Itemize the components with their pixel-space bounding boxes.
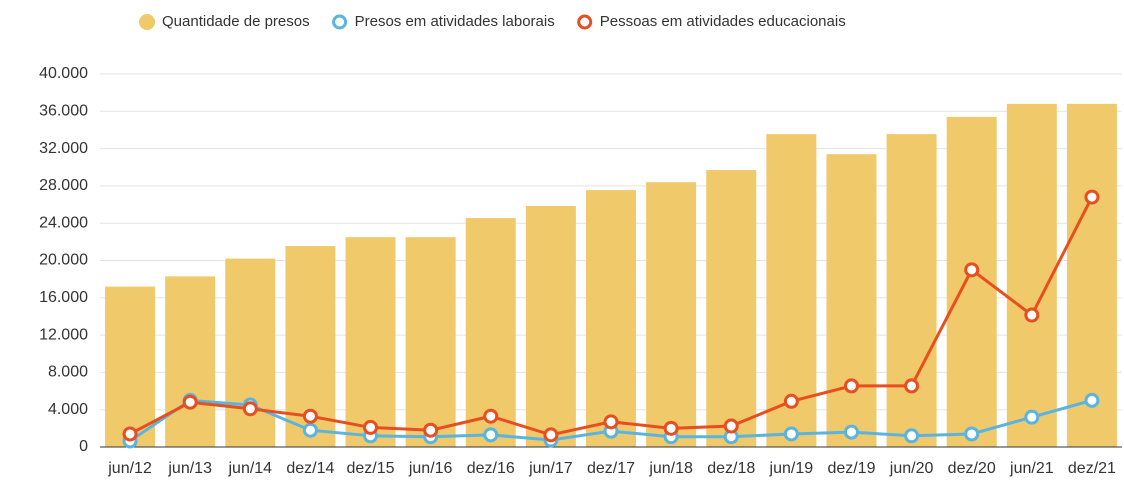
legend-swatch [332,14,348,30]
y-tick-label: 16.000 [39,289,88,306]
point [543,427,559,443]
point [904,378,920,394]
x-tick-label: jun/19 [769,460,814,477]
x-tick-label: jun/16 [408,460,453,477]
y-tick-label: 20.000 [39,252,88,269]
point [843,424,859,440]
y-tick-label: 0 [79,438,88,455]
y-tick-label: 28.000 [39,177,88,194]
legend-label: Quantidade de presos [162,13,310,30]
bar [706,170,757,448]
bar [1006,103,1057,447]
x-tick-label: dez/19 [827,460,875,477]
y-tick-label: 36.000 [39,103,88,120]
point [1084,392,1100,408]
point [302,422,318,438]
legend-label: Presos em atividades laborais [355,13,555,30]
x-tick-label: dez/20 [948,460,996,477]
x-tick-label: dez/16 [467,460,515,477]
point [603,414,619,430]
legend-swatch [139,14,155,30]
x-tick-label: dez/21 [1068,460,1116,477]
x-tick-label: jun/14 [227,460,272,477]
legend-label: Pessoas em atividades educacionais [600,13,846,30]
bar [405,237,456,447]
y-tick-label: 4.000 [48,401,88,418]
point [663,420,679,436]
y-tick-label: 24.000 [39,214,88,231]
bar [345,237,396,447]
bar [525,205,576,447]
bar [646,182,697,448]
point [1024,409,1040,425]
point [423,422,439,438]
y-tick-label: 40.000 [39,65,88,82]
point [483,408,499,424]
point [1084,189,1100,205]
bar [586,190,636,447]
point [242,401,258,417]
bar [1066,103,1117,447]
x-tick-label: dez/18 [707,460,755,477]
x-tick-label: jun/13 [167,460,212,477]
point [843,378,859,394]
bar [225,258,276,447]
point [363,419,379,435]
bar [165,276,216,447]
bar [886,134,937,448]
legend-swatch [577,14,593,30]
point [1024,307,1040,323]
x-tick-label: jun/21 [1009,460,1054,477]
x-tick-label: dez/17 [587,460,635,477]
bar [105,286,156,447]
x-tick-label: jun/17 [528,460,573,477]
point [783,426,799,442]
point [783,393,799,409]
point [904,428,920,444]
y-tick-label: 8.000 [48,364,88,381]
x-tick-label: jun/12 [107,460,152,477]
point [723,418,739,434]
point [182,394,198,410]
bar [826,154,877,447]
x-tick-label: jun/18 [648,460,693,477]
point [483,427,499,443]
point [964,262,980,278]
x-tick-label: jun/20 [889,460,934,477]
x-tick-label: dez/14 [286,460,334,477]
point [122,426,138,442]
y-tick-label: 12.000 [39,326,88,343]
point [302,408,318,424]
x-tick-label: dez/15 [347,460,395,477]
point [964,426,980,442]
y-tick-label: 32.000 [39,140,88,157]
